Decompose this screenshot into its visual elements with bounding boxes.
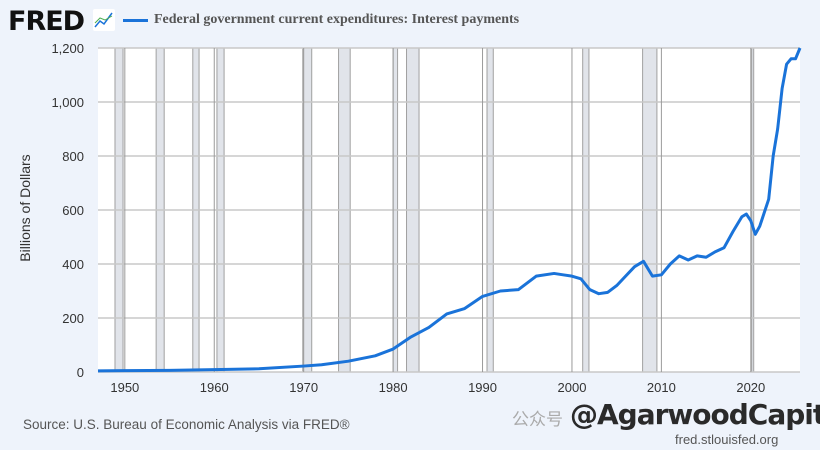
line-chart-icon (93, 9, 115, 31)
x-tick-label: 1950 (110, 380, 139, 395)
x-tick-label: 1980 (379, 380, 408, 395)
series-line (97, 47, 802, 373)
y-tick-label: 1,200 (51, 41, 84, 56)
watermark: @AgarwoodCapital (570, 398, 820, 431)
fred-logo[interactable]: FRED (8, 6, 85, 37)
y-tick-label: 600 (62, 203, 84, 218)
legend-label: Federal government current expenditures:… (154, 12, 520, 27)
source-note: Source: U.S. Bureau of Economic Analysis… (23, 417, 350, 432)
y-tick-label: 200 (62, 311, 84, 326)
x-tick-label: 1990 (468, 380, 497, 395)
chart-legend: Federal government current expenditures:… (123, 12, 519, 28)
source-url[interactable]: fred.stlouisfed.org (675, 432, 779, 447)
x-tick-label: 2010 (647, 380, 676, 395)
x-tick-label: 1970 (289, 380, 318, 395)
x-tick-label: 1960 (200, 380, 229, 395)
y-tick-label: 400 (62, 257, 84, 272)
legend-swatch (123, 18, 148, 22)
x-tick-label: 2020 (736, 380, 765, 395)
y-tick-label: 0 (77, 365, 84, 380)
watermark-prefix: 公众号 (512, 410, 563, 429)
x-tick-label: 2000 (558, 380, 587, 395)
y-tick-label: 800 (62, 149, 84, 164)
y-tick-label: 1,000 (51, 95, 84, 110)
